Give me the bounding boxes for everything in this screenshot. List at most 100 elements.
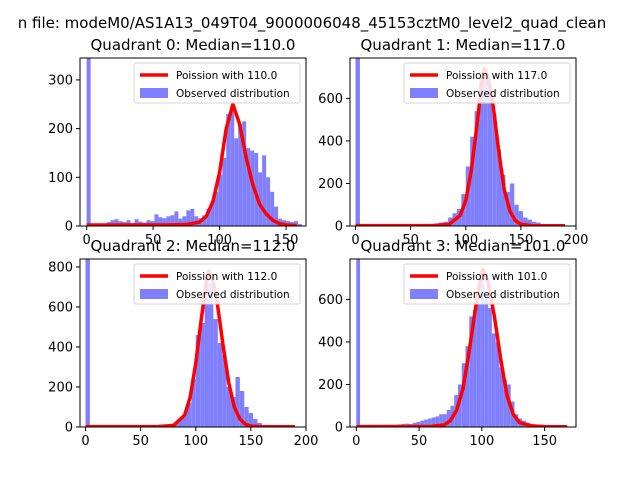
histogram-bar: [514, 204, 519, 226]
subplot-quadrant-0: Quadrant 0: Median=110.0 0 50 100 150 0 100 200…: [48, 36, 307, 248]
x-tick-label: 50: [132, 434, 149, 449]
y-tick-label: 0: [65, 421, 73, 436]
x-tick-label: 100: [207, 233, 232, 248]
histogram-bar: [242, 121, 247, 226]
x-tick-label: 200: [564, 233, 589, 248]
axes-frame: [349, 57, 577, 227]
histogram-bar: [246, 148, 251, 226]
subplot-title: Quadrant 3: Median=101.0: [361, 237, 566, 255]
x-tick-label: 100: [453, 233, 478, 248]
axes-frame: [79, 258, 307, 428]
y-tick-label: 200: [318, 378, 343, 393]
histogram-bar: [473, 310, 477, 427]
histogram-bar: [424, 419, 428, 427]
histogram-bar: [178, 419, 183, 427]
histogram-bar: [478, 81, 484, 226]
histogram-bar: [214, 191, 219, 226]
histogram-bar: [226, 114, 231, 226]
y-tick-label: 300: [48, 73, 73, 88]
histogram-bar: [457, 384, 462, 427]
histogram-bar: [178, 218, 183, 226]
histogram-bar: [226, 387, 232, 427]
x-tick-label: 0: [351, 233, 359, 248]
y-tick-label: 400: [318, 134, 343, 149]
histogram-bar: [420, 420, 425, 427]
y-tick-label: 0: [335, 421, 343, 436]
histogram-bar: [200, 323, 205, 427]
histogram-bar: [195, 335, 201, 427]
histogram-bar: [190, 208, 195, 226]
histogram-bar: [222, 355, 227, 427]
plot-area: [85, 259, 295, 427]
subplot-quadrant-1: Quadrant 1: Median=117.0 0 50 100 150 200 0 200…: [318, 36, 588, 248]
histogram-bar: [206, 208, 211, 226]
legend: Poission with 101.0 Observed distribution: [403, 263, 571, 305]
histogram-bar: [126, 220, 131, 226]
histogram-bar: [110, 220, 115, 226]
histogram-bar: [230, 106, 235, 226]
histogram-bar: [298, 224, 303, 226]
histogram-bar: [253, 419, 258, 427]
histogram-bar: [270, 191, 275, 226]
histogram-bar: [191, 379, 196, 427]
histogram-bar: [166, 216, 171, 226]
y-tick-label: 800: [48, 261, 73, 276]
histogram-bar: [499, 367, 504, 427]
y-tick-label: 200: [48, 381, 73, 396]
legend-label-poisson: Poission with 110.0: [176, 70, 277, 82]
histogram-bar: [238, 123, 243, 226]
histogram-bar: [134, 219, 139, 226]
x-tick-label: 100: [469, 434, 494, 449]
subplot-title: Quadrant 2: Median=112.0: [91, 237, 296, 255]
subplot-quadrant-2: Quadrant 2: Median=112.0 0 50 100 150 200 0 200…: [48, 237, 318, 449]
histogram-bar: [239, 391, 245, 427]
histogram-bar: [266, 177, 271, 226]
axes-frame: [79, 57, 307, 227]
histogram-bar: [442, 414, 447, 427]
histogram-bar: [356, 259, 361, 427]
histogram-bar: [465, 346, 470, 427]
subplot-quadrant-3: Quadrant 3: Median=101.0 0 50 100 150 0 200 400…: [318, 237, 577, 449]
histogram-bar: [439, 414, 443, 427]
legend-label-poisson: Poission with 112.0: [176, 271, 277, 283]
histogram-bar: [469, 316, 474, 427]
histogram-bar: [210, 201, 215, 226]
histogram-bar: [492, 115, 497, 226]
subplot-title: Quadrant 1: Median=117.0: [361, 36, 566, 54]
histogram-bar: [427, 418, 432, 427]
subplot-grid: Quadrant 0: Median=110.0 0 50 100 150 0 100 200…: [48, 36, 588, 449]
y-tick-label: 0: [65, 220, 73, 235]
x-tick-label: 150: [508, 233, 533, 248]
histogram-bar: [170, 215, 175, 226]
y-tick-label: 600: [318, 293, 343, 308]
x-tick-label: 100: [183, 434, 208, 449]
histogram-bar: [274, 206, 279, 226]
histogram-bar: [487, 98, 493, 226]
histogram-bar: [235, 377, 240, 427]
histogram-bar: [213, 319, 218, 427]
axes-frame: [349, 258, 577, 428]
histogram-bar: [162, 218, 167, 226]
histogram-bar: [416, 421, 421, 427]
legend-label-observed: Observed distribution: [176, 289, 290, 301]
histogram-bar: [495, 341, 500, 427]
y-tick-label: 200: [48, 122, 73, 137]
x-tick-label: 50: [411, 434, 428, 449]
y-tick-label: 100: [48, 171, 73, 186]
histogram-bar: [258, 172, 263, 226]
legend-bar-swatch: [140, 289, 168, 299]
histogram-bar: [231, 397, 236, 427]
histogram-bar: [174, 211, 179, 226]
y-tick-label: 600: [48, 301, 73, 316]
histogram-bar: [146, 220, 151, 226]
poisson-curve: [86, 102, 297, 226]
legend: Poission with 117.0 Observed distribution: [403, 62, 571, 104]
legend-bar-swatch: [410, 289, 438, 299]
histogram-bar: [501, 174, 506, 226]
legend-label-poisson: Poission with 101.0: [446, 271, 547, 283]
histogram-bar: [491, 333, 496, 427]
histogram-bar: [217, 343, 223, 427]
legend-box: [133, 62, 301, 104]
subplot-title: Quadrant 0: Median=110.0: [91, 36, 296, 54]
